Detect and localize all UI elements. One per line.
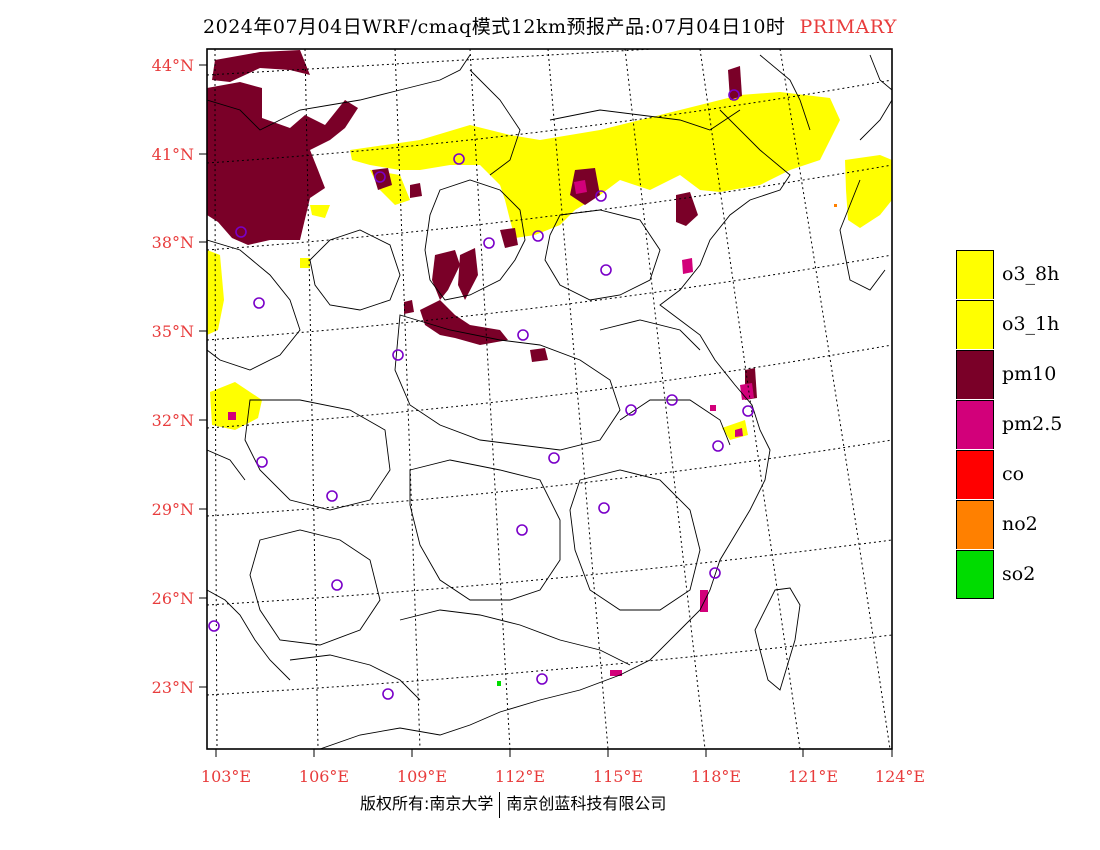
legend-swatch <box>956 399 994 449</box>
lat-label-38: 38°N <box>152 233 194 252</box>
map-frame <box>206 48 893 750</box>
legend-item: pm10 <box>956 349 1062 399</box>
tick-marks <box>199 64 893 757</box>
lat-label-32: 32°N <box>152 411 194 430</box>
legend-item: no2 <box>956 499 1062 549</box>
lat-label-23: 23°N <box>152 678 194 697</box>
lon-label-124: 124°E <box>875 767 925 786</box>
legend-swatch <box>956 349 994 399</box>
copyright-separator <box>499 791 501 818</box>
legend-item: o3_1h <box>956 299 1062 349</box>
legend-label: pm10 <box>1002 363 1057 385</box>
lon-label-115: 115°E <box>593 767 643 786</box>
title-tag: PRIMARY <box>799 16 897 38</box>
legend-item: pm2.5 <box>956 399 1062 449</box>
copyright: 版权所有:南京大学 南京创蓝科技有限公司 <box>360 790 666 818</box>
legend-label: o3_8h <box>1002 263 1060 285</box>
legend-label: co <box>1002 463 1025 485</box>
latitude-labels: 44°N 41°N 38°N 35°N 32°N 29°N 26°N 23°N <box>152 56 194 697</box>
longitude-labels: 103°E 106°E 109°E 112°E 115°E 118°E 121°… <box>201 767 925 786</box>
legend: o3_8h o3_1h pm10 pm2.5 co no2 so2 <box>956 249 1062 599</box>
legend-swatch <box>956 249 994 299</box>
title-text: 2024年07月04日WRF/cmaq模式12km预报产品:07月04日10时 <box>203 16 786 38</box>
legend-label: o3_1h <box>1002 313 1060 335</box>
legend-swatch <box>956 499 994 549</box>
legend-item: o3_8h <box>956 249 1062 299</box>
copyright-left: 版权所有:南京大学 <box>360 794 494 813</box>
lon-label-103: 103°E <box>201 767 251 786</box>
copyright-right: 南京创蓝科技有限公司 <box>506 794 667 813</box>
station-markers <box>208 89 754 700</box>
so2-region <box>497 681 501 686</box>
legend-swatch <box>956 299 994 349</box>
lon-label-106: 106°E <box>299 767 349 786</box>
lon-label-121: 121°E <box>788 767 838 786</box>
legend-label: no2 <box>1002 513 1038 535</box>
map-title: 2024年07月04日WRF/cmaq模式12km预报产品:07月04日10时 P… <box>0 12 1100 39</box>
legend-swatch <box>956 449 994 499</box>
boundaries <box>207 54 892 749</box>
lon-label-112: 112°E <box>495 767 545 786</box>
lat-label-41: 41°N <box>152 145 194 164</box>
lon-label-118: 118°E <box>691 767 741 786</box>
lat-label-29: 29°N <box>152 500 194 519</box>
legend-swatch <box>956 549 994 599</box>
no2-region <box>834 204 837 207</box>
lon-label-109: 109°E <box>397 767 447 786</box>
lat-label-44: 44°N <box>152 56 194 75</box>
lat-label-35: 35°N <box>152 322 194 341</box>
legend-label: so2 <box>1002 563 1036 585</box>
pm25-regions <box>228 180 754 676</box>
pm10-regions <box>207 50 757 400</box>
legend-item: so2 <box>956 549 1062 599</box>
legend-item: co <box>956 449 1062 499</box>
legend-label: pm2.5 <box>1002 413 1063 435</box>
lat-label-26: 26°N <box>152 589 194 608</box>
